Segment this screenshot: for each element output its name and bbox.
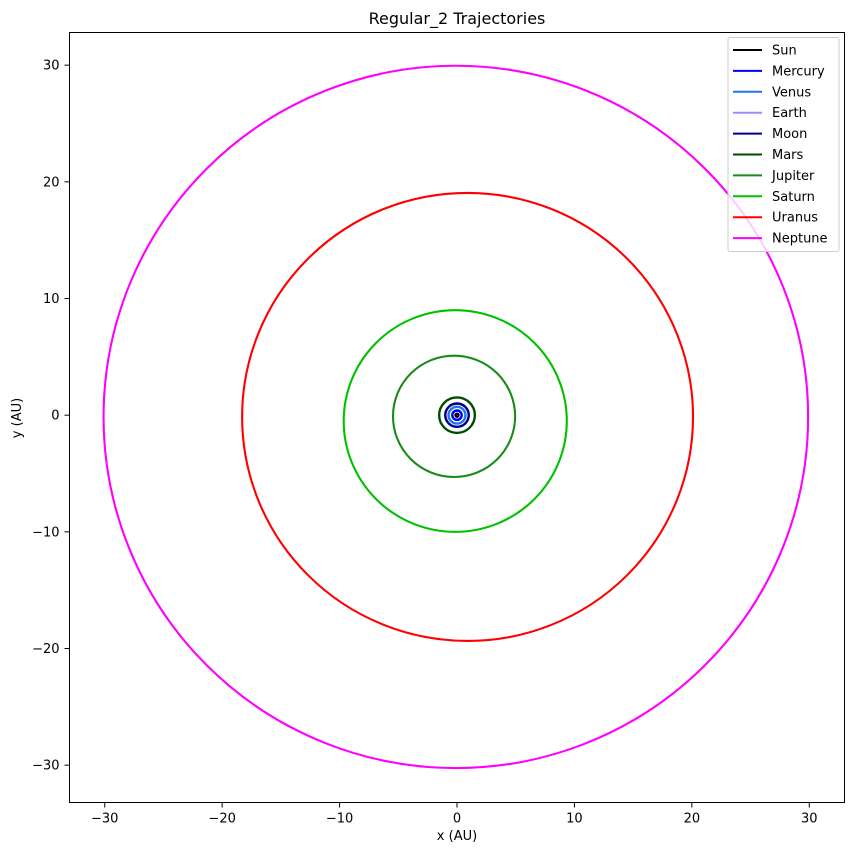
series-sun-trajectory	[454, 412, 460, 418]
legend-label-mars: Mars	[772, 148, 804, 163]
legend-label-jupiter: Jupiter	[771, 169, 815, 184]
y-tick-label: 0	[51, 409, 59, 424]
y-axis-label: y (AU)	[10, 398, 25, 438]
legend-label-mercury: Mercury	[772, 64, 825, 79]
series-uranus-trajectory	[241, 191, 695, 642]
series-layer	[102, 64, 810, 770]
legend-label-uranus: Uranus	[772, 211, 818, 226]
y-tick-label: −10	[32, 525, 59, 540]
legend-label-neptune: Neptune	[772, 232, 828, 247]
x-tick-label: −10	[326, 812, 353, 827]
series-mercury-trajectory	[451, 409, 463, 422]
y-axis: −30 −20 −10 0 10 20 30	[32, 59, 70, 774]
legend-items: Sun Mercury Venus Earth Moon Mars Jupiter Satur…	[733, 44, 828, 247]
y-tick-label: −20	[32, 642, 59, 657]
legend-label-sun: Sun	[772, 44, 797, 59]
y-tick-label: 10	[43, 292, 60, 307]
legend-label-moon: Moon	[772, 127, 807, 142]
y-tick-label: 30	[43, 59, 60, 74]
chart-title: Regular_2 Trajectories	[369, 9, 546, 29]
legend-label-venus: Venus	[772, 85, 811, 100]
legend-label-saturn: Saturn	[772, 190, 815, 205]
x-axis: −30 −20 −10 0 10 20 30	[91, 802, 818, 827]
x-tick-label: −20	[208, 812, 235, 827]
series-moon-trajectory	[444, 402, 470, 429]
legend: Sun Mercury Venus Earth Moon Mars Jupiter Satur…	[727, 37, 840, 252]
x-tick-label: 10	[566, 812, 583, 827]
series-neptune-trajectory	[102, 64, 810, 770]
series-mars-trajectory	[437, 396, 477, 435]
x-axis-label: x (AU)	[437, 829, 477, 844]
x-tick-label: −30	[91, 812, 118, 827]
legend-label-earth: Earth	[772, 106, 807, 121]
y-tick-label: 20	[43, 175, 60, 190]
x-tick-label: 0	[453, 812, 461, 827]
series-jupiter-trajectory	[391, 354, 517, 479]
series-venus-trajectory	[447, 405, 467, 425]
x-tick-label: 30	[801, 812, 818, 827]
series-saturn-trajectory	[342, 309, 568, 533]
x-tick-label: 20	[684, 812, 701, 827]
y-tick-label: −30	[32, 759, 59, 774]
